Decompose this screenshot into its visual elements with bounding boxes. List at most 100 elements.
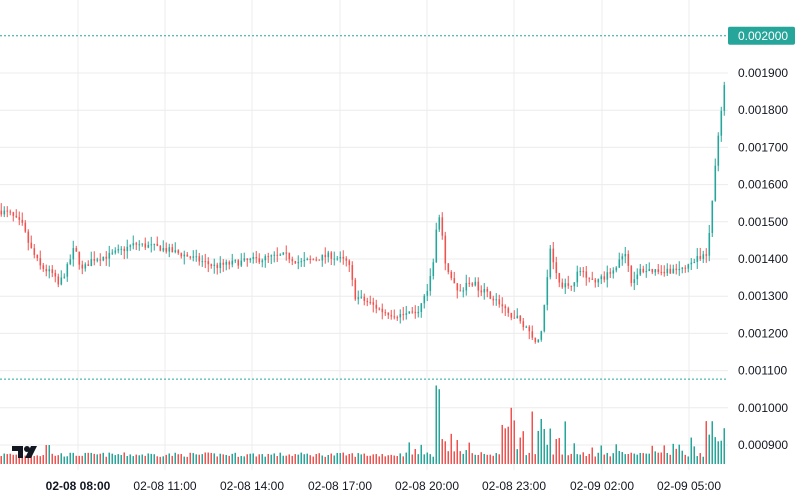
candle-body: [687, 264, 690, 269]
candle-body: [645, 271, 648, 273]
candle-body: [519, 315, 522, 322]
candle-body: [30, 242, 33, 249]
candle-body: [300, 261, 303, 263]
candle-body: [21, 219, 24, 223]
candle-body: [471, 283, 474, 286]
volume-bar: [669, 454, 671, 464]
last-price-tag: [728, 26, 795, 45]
candle-body: [168, 247, 171, 252]
volume-bar: [261, 454, 263, 464]
volume-bar: [480, 452, 482, 464]
volume-bar: [153, 454, 155, 464]
candle-body: [39, 258, 42, 266]
candle-body: [381, 308, 384, 313]
candle-body: [348, 260, 351, 266]
volume-bar: [312, 456, 314, 464]
candle-body: [87, 264, 90, 267]
candle-body: [600, 276, 603, 280]
volume-bar: [408, 442, 410, 464]
candle-body: [306, 258, 309, 260]
volume-bar: [423, 454, 425, 464]
candle-body: [390, 315, 393, 317]
volume-bar: [384, 456, 386, 464]
candle-body: [270, 255, 273, 257]
candle-body: [489, 291, 492, 299]
volume-bar: [204, 452, 206, 464]
volume-bar: [468, 442, 470, 464]
candle-body: [711, 200, 714, 233]
candle-body: [315, 259, 318, 261]
volume-bar: [537, 430, 539, 464]
candle-body: [153, 243, 156, 245]
volume-bar: [141, 454, 143, 464]
candle-body: [705, 254, 708, 256]
candle-body: [360, 296, 363, 298]
volume-bar: [348, 453, 350, 464]
candle-body: [195, 256, 198, 258]
volume-bar: [42, 455, 44, 464]
candle-body: [225, 261, 228, 265]
time-tick-label: 02-08 11:00: [133, 479, 196, 493]
volume-bar: [618, 450, 620, 464]
candle-body: [213, 264, 216, 266]
candle-body: [84, 264, 87, 269]
candle-body: [609, 272, 612, 274]
volume-bar: [642, 453, 644, 464]
candle-body: [534, 337, 537, 342]
volume-bar: [549, 428, 551, 464]
candle-body: [504, 306, 507, 309]
volume-bar: [510, 407, 512, 464]
volume-bar: [216, 456, 218, 464]
candle-body: [162, 248, 165, 251]
volume-bar: [201, 454, 203, 464]
candle-body: [141, 243, 144, 245]
volume-bar: [516, 449, 518, 464]
volume-bar: [237, 456, 239, 464]
candle-body: [189, 256, 192, 258]
volume-bar: [375, 454, 377, 464]
candle-body: [177, 250, 180, 254]
volume-bar: [456, 440, 458, 464]
candle-body: [606, 272, 609, 280]
volume-bar: [129, 454, 131, 464]
candle-body: [549, 248, 552, 278]
volume-bar: [432, 456, 434, 464]
candle-body: [246, 258, 249, 261]
volume-bar: [570, 453, 572, 464]
volume-bar: [567, 455, 569, 464]
volume-bar: [9, 453, 11, 464]
volume-bar: [123, 452, 125, 464]
volume-bar: [81, 455, 83, 464]
candle-body: [561, 282, 564, 288]
volume-bar: [495, 453, 497, 464]
candle-body: [669, 268, 672, 274]
candle-body: [102, 256, 105, 261]
volume-bar: [345, 455, 347, 464]
price-tick-label: 0.001500: [738, 215, 788, 229]
volume-bar: [711, 421, 713, 464]
candle-body: [558, 273, 561, 283]
candle-body: [450, 271, 453, 279]
candle-body: [309, 258, 312, 260]
candle-body: [567, 283, 570, 286]
price-tick-label: 0.001800: [738, 103, 788, 117]
candle-body: [387, 312, 390, 316]
candle-body: [591, 278, 594, 280]
candle-body: [96, 259, 99, 261]
volume-bar: [483, 453, 485, 464]
volume-bar: [333, 455, 335, 464]
candle-body: [681, 267, 684, 269]
price-tick-label: 0.001100: [738, 364, 787, 378]
volume-bar: [336, 452, 338, 464]
volume-bar: [342, 452, 344, 464]
volume-bar: [585, 455, 587, 464]
candle-body: [93, 259, 96, 261]
volume-bar: [99, 453, 101, 464]
candle-body: [684, 267, 687, 269]
candles: [0, 81, 726, 344]
volume-bar: [489, 454, 491, 464]
candle-body: [33, 248, 36, 255]
candle-body: [555, 262, 558, 274]
